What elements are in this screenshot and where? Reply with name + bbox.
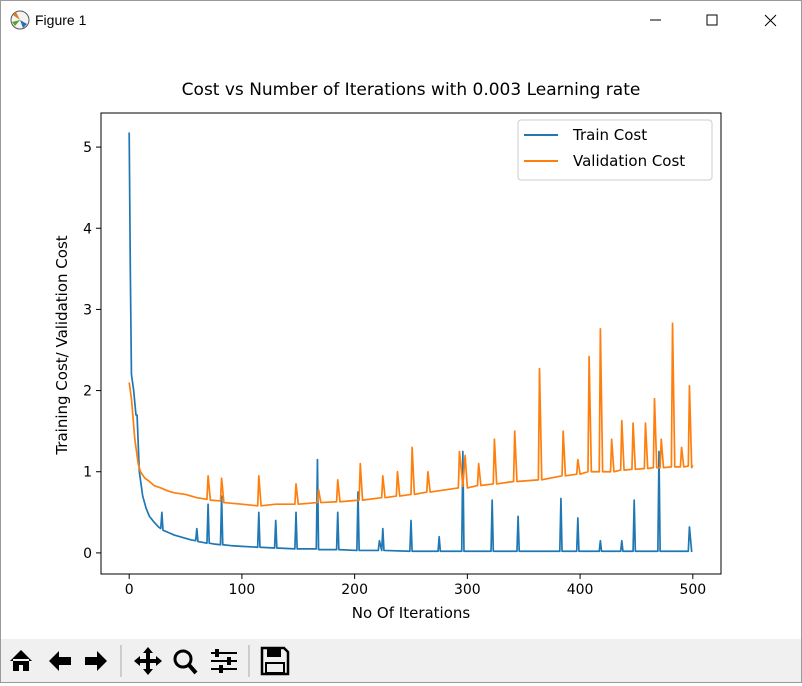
legend-box bbox=[517, 119, 713, 181]
plot-area bbox=[101, 113, 721, 574]
series-line bbox=[128, 132, 693, 553]
chart: Cost vs Number of Iterations with 0.003 … bbox=[53, 80, 722, 622]
y-tick-label: 0 bbox=[83, 546, 92, 562]
save-button[interactable] bbox=[260, 646, 290, 676]
legend-label: Train Cost bbox=[572, 126, 647, 144]
axes-frame bbox=[100, 112, 722, 575]
toolbar bbox=[1, 639, 801, 682]
x-tick-label: 100 bbox=[229, 582, 256, 598]
maximize[interactable] bbox=[706, 14, 718, 26]
window-controls[interactable] bbox=[641, 1, 801, 39]
y-tick-label: 5 bbox=[83, 140, 92, 156]
configure-button[interactable] bbox=[211, 649, 237, 673]
y-axis-label: Training Cost/ Validation Cost bbox=[53, 235, 71, 455]
forward-button[interactable] bbox=[85, 651, 107, 671]
y-tick-label: 3 bbox=[83, 302, 92, 318]
app-icon bbox=[10, 10, 30, 30]
x-tick-label: 0 bbox=[125, 582, 134, 598]
chart-title: Cost vs Number of Iterations with 0.003 … bbox=[182, 80, 641, 100]
series-line bbox=[128, 322, 694, 507]
window-title: Figure 1 bbox=[35, 12, 87, 28]
x-axis-label: No Of Iterations bbox=[352, 604, 471, 622]
zoom-button[interactable] bbox=[173, 649, 198, 675]
x-tick-label: 500 bbox=[679, 582, 706, 598]
home-button[interactable] bbox=[10, 650, 32, 671]
close[interactable] bbox=[764, 14, 777, 27]
back-button[interactable] bbox=[49, 651, 71, 671]
y-tick-label: 2 bbox=[83, 384, 92, 400]
toolbar-icons bbox=[10, 645, 290, 677]
x-tick-label: 200 bbox=[341, 582, 368, 598]
y-tick-label: 4 bbox=[83, 221, 92, 237]
x-tick-label: 400 bbox=[567, 582, 594, 598]
y-tick-label: 1 bbox=[83, 465, 92, 481]
pan-button[interactable] bbox=[134, 647, 162, 675]
legend-label: Validation Cost bbox=[573, 152, 685, 170]
title-bar: Figure 1 bbox=[1, 1, 801, 39]
x-tick-label: 300 bbox=[454, 582, 481, 598]
